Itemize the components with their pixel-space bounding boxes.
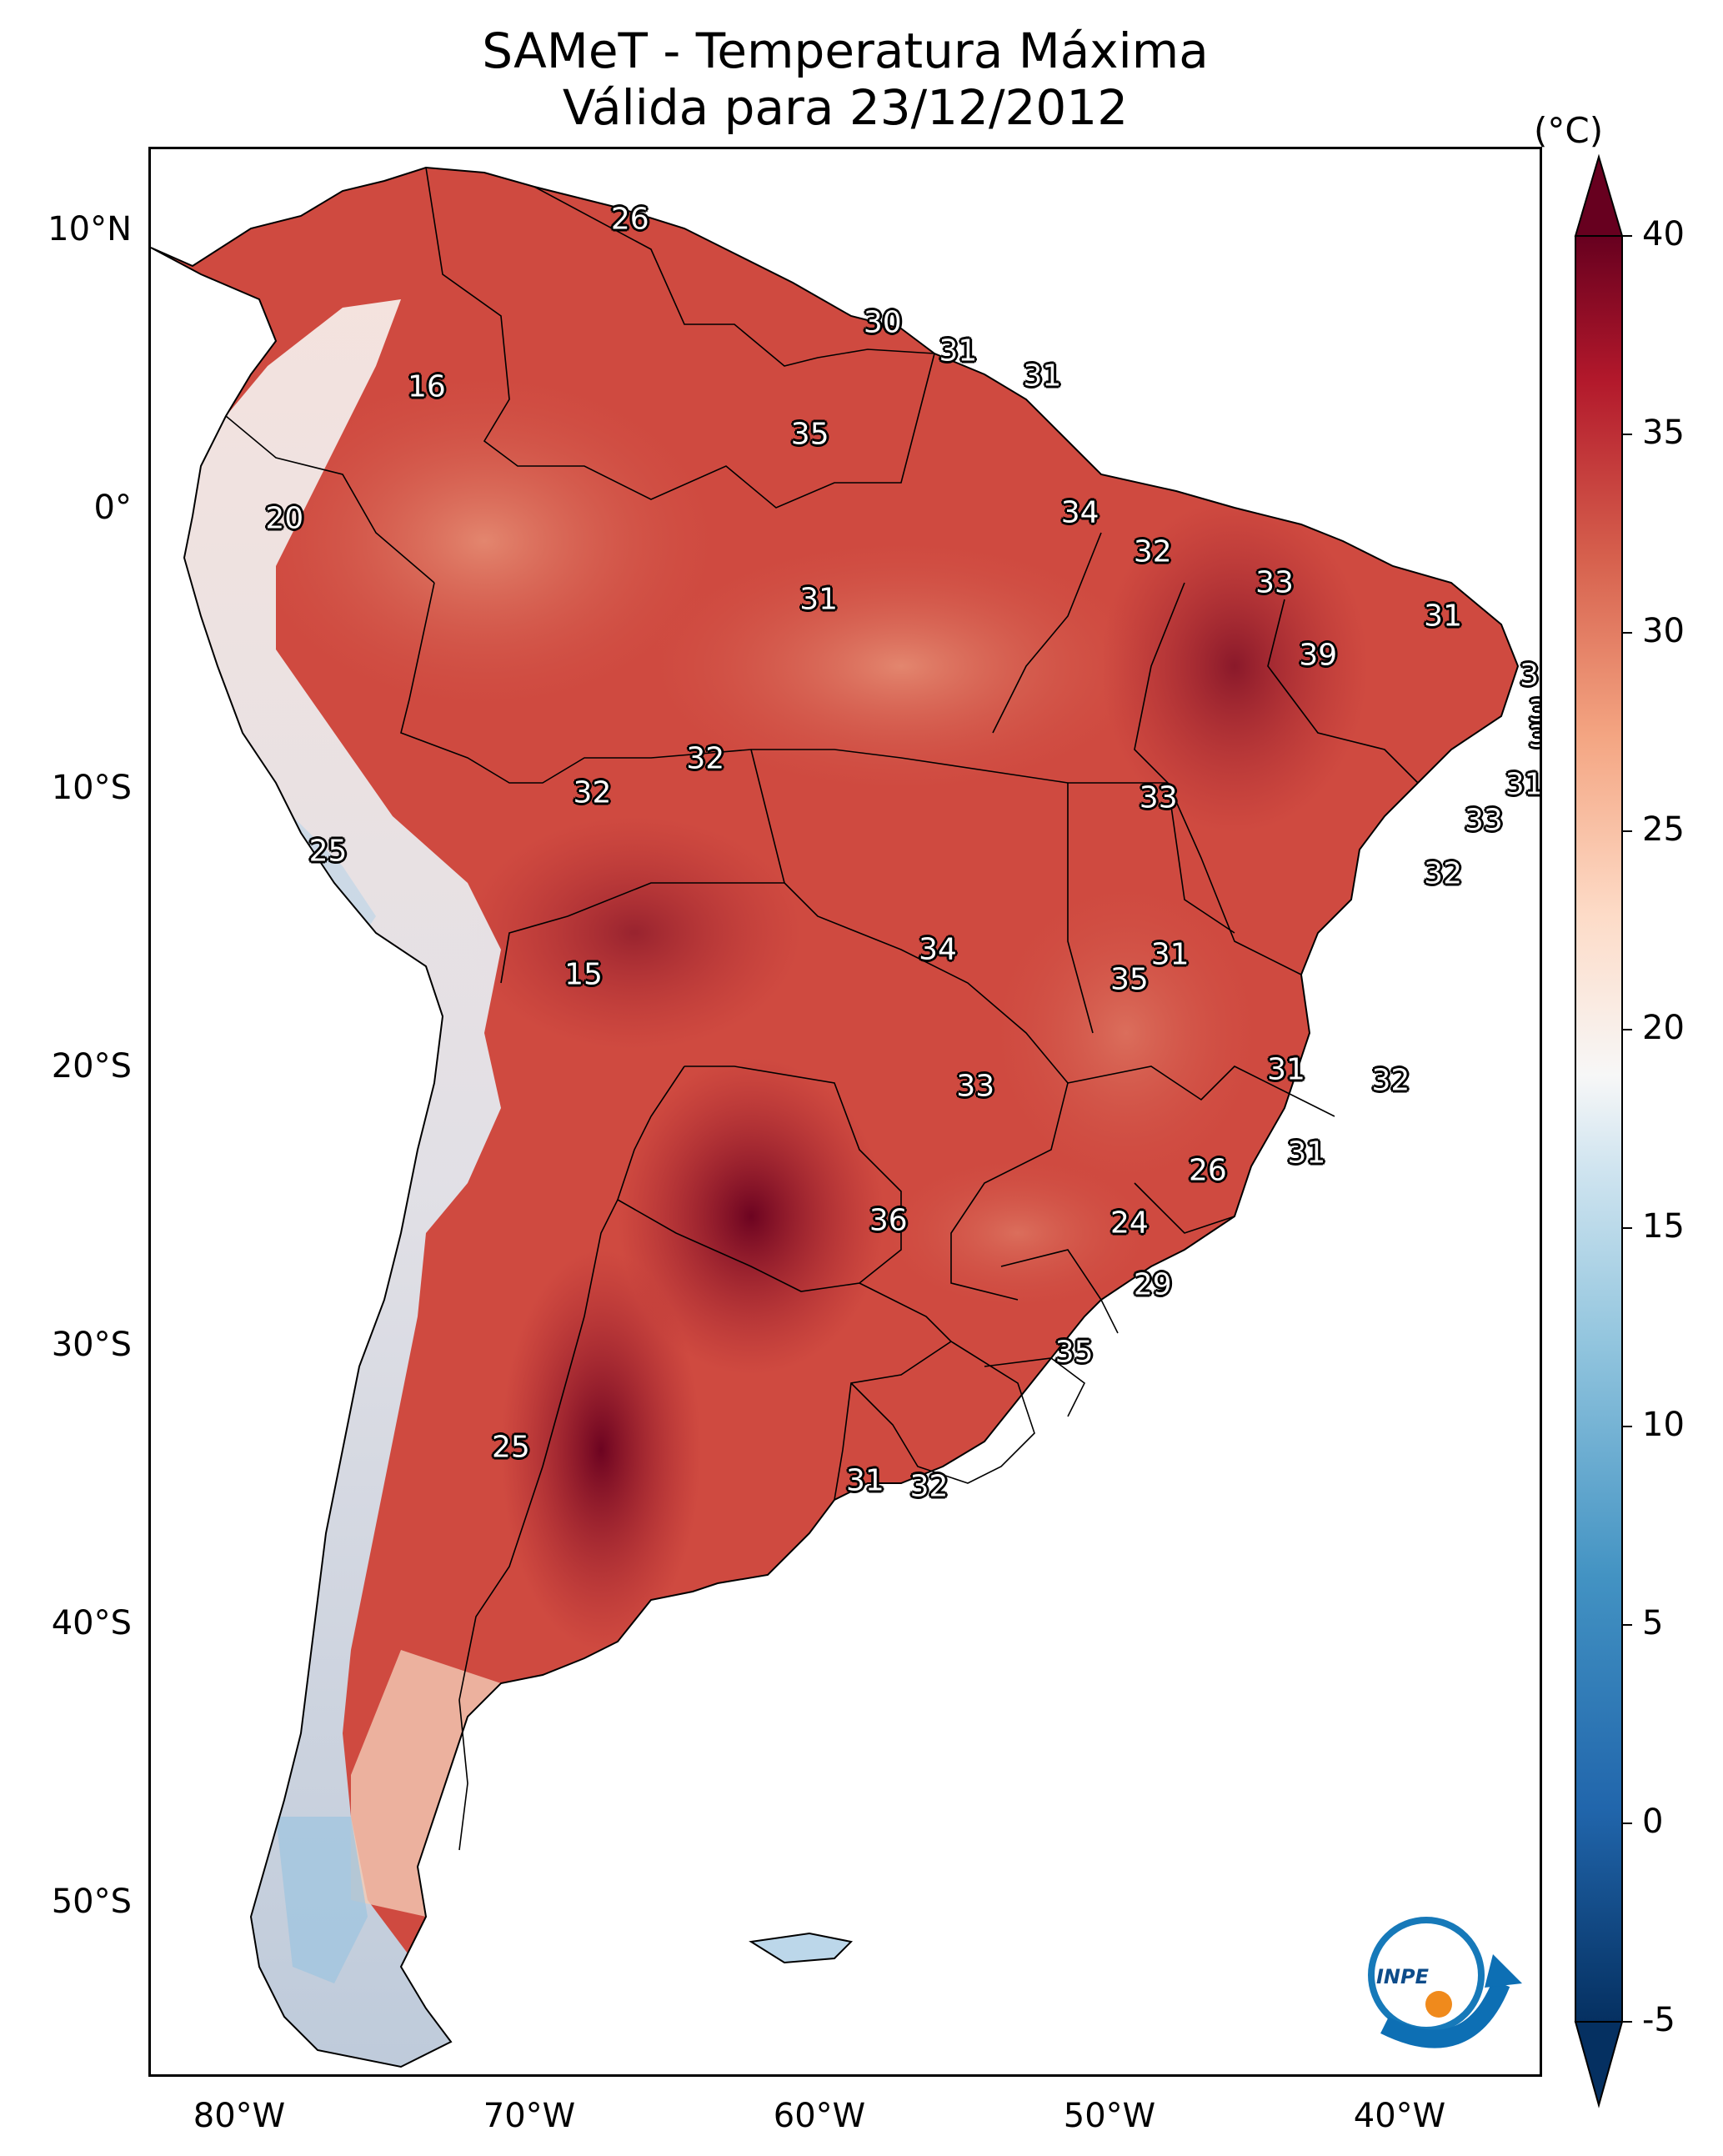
station-value: 32	[573, 775, 612, 810]
station-value: 34	[919, 932, 957, 967]
colorbar-tick-20: 20	[1642, 1009, 1685, 1047]
lon-label-40w: 40°W	[1353, 2097, 1446, 2135]
colorbar-tick-10: 10	[1642, 1406, 1685, 1444]
map-title: SAMeT - Temperatura Máxima	[482, 23, 1209, 79]
station-value: 16	[408, 369, 446, 404]
station-value: 30	[863, 305, 902, 340]
station-value: 25	[308, 834, 348, 869]
station-value: 33	[1139, 780, 1178, 815]
lon-label-50w: 50°W	[1063, 2097, 1156, 2135]
station-value: 31	[799, 582, 839, 617]
map-subtitle: Válida para 23/12/2012	[562, 79, 1129, 136]
station-value: 36	[869, 1203, 908, 1238]
colorbar-tick-0: 0	[1642, 1803, 1664, 1841]
lat-label-40s: 40°S	[51, 1604, 132, 1642]
station-value: 26	[610, 202, 649, 237]
station-value: 31	[1287, 1136, 1326, 1171]
station-value: 31	[1505, 767, 1542, 802]
station-value: 25	[492, 1430, 530, 1465]
svg-text:INPE: INPE	[1376, 1965, 1430, 1988]
colorbar-tick-5: 5	[1642, 1604, 1664, 1642]
lat-label-20s: 20°S	[51, 1047, 132, 1086]
lon-label-60w: 60°W	[773, 2097, 866, 2135]
station-value: 29	[1133, 1267, 1172, 1302]
station-value: 35	[1109, 962, 1149, 997]
station-value: 31	[1023, 358, 1062, 394]
lat-label-10s: 10°S	[51, 769, 132, 807]
station-value: 31	[1520, 658, 1540, 693]
station-value: 32	[1424, 856, 1462, 891]
station-value: 32	[686, 741, 725, 776]
station-value: 33	[956, 1069, 995, 1104]
map-frame: INPE 26163031313520343231333139313131323…	[148, 147, 1542, 2077]
station-value: 31	[1529, 720, 1540, 754]
colorbar-tick-minus5: -5	[1642, 2001, 1675, 2039]
station-value: 32	[1133, 534, 1172, 569]
colorbar-tick-15: 15	[1642, 1207, 1685, 1246]
lon-label-70w: 70°W	[483, 2097, 576, 2135]
station-value: 31	[1150, 937, 1190, 972]
station-value: 26	[1189, 1153, 1227, 1188]
station-value: 32	[1371, 1063, 1410, 1098]
lat-label-0: 0°	[93, 489, 132, 527]
colorbar-tick-40: 40	[1642, 215, 1685, 253]
station-value: 31	[845, 1463, 884, 1498]
colorbar-unit: (°C)	[1534, 110, 1604, 151]
station-value: 31	[1529, 694, 1540, 729]
country-borders	[225, 167, 1419, 1851]
colorbar-extend-max	[1574, 153, 1624, 237]
lat-label-30s: 30°S	[51, 1326, 132, 1364]
station-value: 35	[1054, 1335, 1094, 1370]
falklands-island	[749, 1932, 854, 1964]
south-america-temperature-map: INPE	[151, 167, 1522, 2068]
colorbar-extend-min	[1574, 2021, 1624, 2108]
station-value: 24	[1109, 1206, 1149, 1241]
station-value: 31	[939, 333, 978, 369]
station-value: 15	[564, 957, 603, 992]
lat-label-50s: 50°S	[51, 1883, 132, 1921]
lat-label-10n: 10°N	[48, 210, 132, 248]
colorbar-tick-35: 35	[1642, 414, 1685, 452]
station-value: 35	[790, 417, 829, 452]
station-value: 20	[265, 501, 304, 536]
station-value: 33	[1464, 803, 1503, 838]
colorbar-gradient	[1575, 235, 1623, 2023]
station-value: 34	[1060, 495, 1099, 530]
inpe-logo: INPE	[1368, 1917, 1522, 2048]
lon-label-80w: 80°W	[193, 2097, 286, 2135]
station-value: 31	[1267, 1052, 1305, 1087]
station-value: 32	[909, 1469, 949, 1504]
colorbar-tick-30: 30	[1642, 612, 1685, 650]
colorbar-tick-25: 25	[1642, 810, 1685, 849]
station-value: 39	[1299, 638, 1338, 673]
station-value: 33	[1255, 565, 1294, 600]
station-value: 31	[1424, 599, 1462, 634]
colorbar-ticks	[1622, 235, 1632, 2023]
